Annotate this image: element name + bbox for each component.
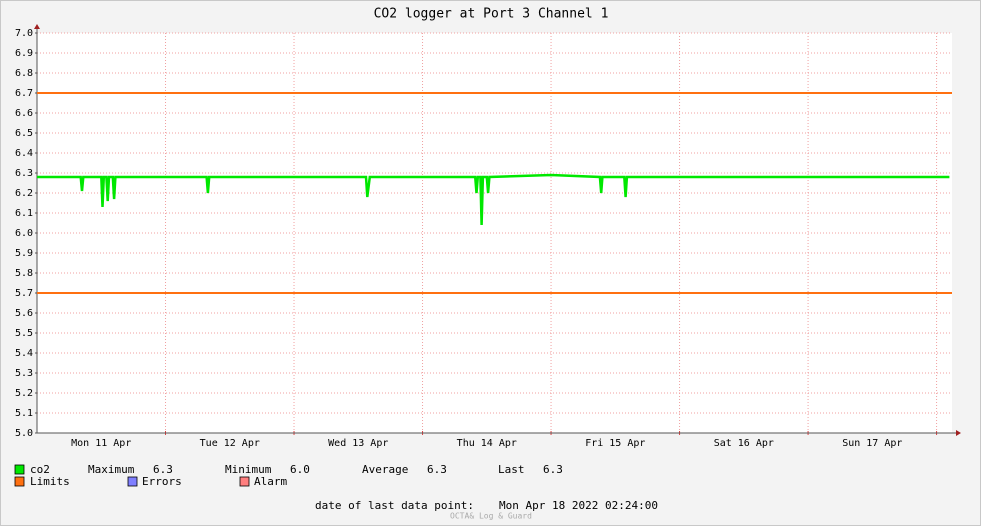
x-tick-label: Thu 14 Apr	[457, 438, 517, 449]
stat-label: Minimum	[225, 463, 272, 476]
watermark: OCTA& Log & Guard	[450, 512, 532, 521]
x-tick-label: Sun 17 Apr	[842, 438, 902, 449]
legend-swatch	[239, 476, 250, 487]
legend-swatch	[127, 476, 138, 487]
y-tick-label: 6.8	[15, 68, 33, 79]
x-tick-label: Sat 16 Apr	[714, 438, 774, 449]
x-tick-label: Fri 15 Apr	[585, 438, 645, 449]
y-tick-label: 5.9	[15, 248, 33, 259]
y-tick-label: 6.1	[15, 208, 33, 219]
stat-label: Last	[498, 463, 525, 476]
y-tick-label: 6.6	[15, 108, 33, 119]
y-tick-label: 7.0	[15, 28, 33, 39]
axis-arrow	[956, 430, 961, 436]
legend-swatch	[14, 464, 25, 475]
stat-label: Average	[362, 463, 408, 476]
y-tick-label: 5.4	[15, 348, 33, 359]
data-line	[37, 173, 950, 226]
legend-label: Limits	[30, 475, 70, 488]
y-tick-label: 6.0	[15, 228, 33, 239]
x-tick-label: Tue 12 Apr	[200, 438, 260, 449]
x-tick-label: Wed 13 Apr	[328, 438, 388, 449]
y-tick-label: 6.7	[15, 88, 33, 99]
y-tick-label: 6.4	[15, 148, 33, 159]
footer-label: date of last data point:	[315, 499, 474, 512]
y-tick-label: 6.5	[15, 128, 33, 139]
y-tick-label: 5.8	[15, 268, 33, 279]
y-tick-label: 6.3	[15, 168, 33, 179]
legend-swatch	[14, 476, 25, 487]
stat-label: Maximum	[88, 463, 135, 476]
footer-value: Mon Apr 18 2022 02:24:00	[499, 499, 658, 512]
y-tick-label: 5.6	[15, 308, 33, 319]
y-tick-label: 5.2	[15, 388, 33, 399]
stat-value: 6.3	[543, 463, 563, 476]
axis-arrow	[34, 24, 40, 29]
x-tick-label: Mon 11 Apr	[71, 438, 131, 449]
stat-value: 6.3	[153, 463, 173, 476]
chart-title: CO2 logger at Port 3 Channel 1	[374, 7, 609, 22]
y-tick-label: 5.3	[15, 368, 33, 379]
legend-label: co2	[30, 463, 50, 476]
stat-value: 6.3	[427, 463, 447, 476]
y-tick-label: 5.7	[15, 288, 33, 299]
y-tick-label: 5.5	[15, 328, 33, 339]
y-tick-label: 5.0	[15, 428, 33, 439]
legend-label: Alarm	[254, 475, 287, 488]
y-tick-label: 6.2	[15, 188, 33, 199]
legend-label: Errors	[142, 475, 182, 488]
y-tick-label: 6.9	[15, 48, 33, 59]
y-tick-label: 5.1	[15, 408, 33, 419]
stat-value: 6.0	[290, 463, 310, 476]
